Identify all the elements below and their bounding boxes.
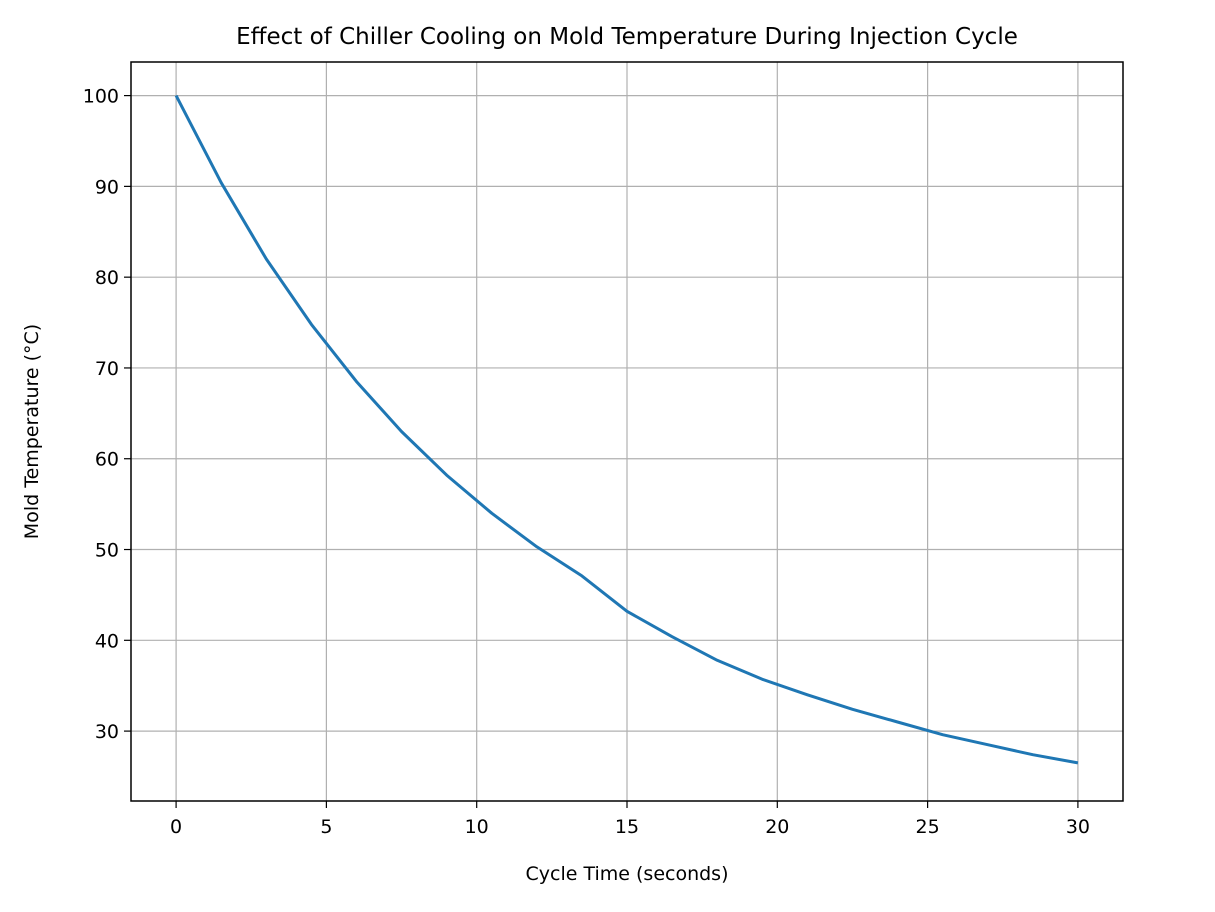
chart-title: Effect of Chiller Cooling on Mold Temper…	[236, 24, 1018, 50]
y-axis-label: Mold Temperature (°C)	[21, 324, 43, 539]
y-tick-label: 50	[95, 540, 119, 562]
x-tick-label: 5	[320, 816, 332, 838]
y-tick-label: 30	[95, 721, 119, 743]
y-tick-label: 100	[83, 86, 119, 108]
y-tick-label: 70	[95, 358, 119, 380]
y-tick-label: 60	[95, 449, 119, 471]
x-tick-label: 30	[1066, 816, 1090, 838]
grid	[131, 62, 1123, 801]
x-tick-label: 25	[916, 816, 940, 838]
x-axis-label: Cycle Time (seconds)	[526, 863, 729, 885]
x-tick-label: 0	[170, 816, 182, 838]
x-tick-label: 20	[765, 816, 789, 838]
y-tick-label: 80	[95, 267, 119, 289]
axis-ticks: 0 5 10 15 20 25 30 30 40 50 60 70 80 90 100	[83, 86, 1090, 838]
y-tick-label: 90	[95, 176, 119, 198]
series-layer	[174, 94, 1079, 765]
x-tick-label: 10	[465, 816, 489, 838]
series-line-0	[174, 94, 1079, 765]
x-tick-label: 15	[615, 816, 639, 838]
y-tick-label: 40	[95, 630, 119, 652]
